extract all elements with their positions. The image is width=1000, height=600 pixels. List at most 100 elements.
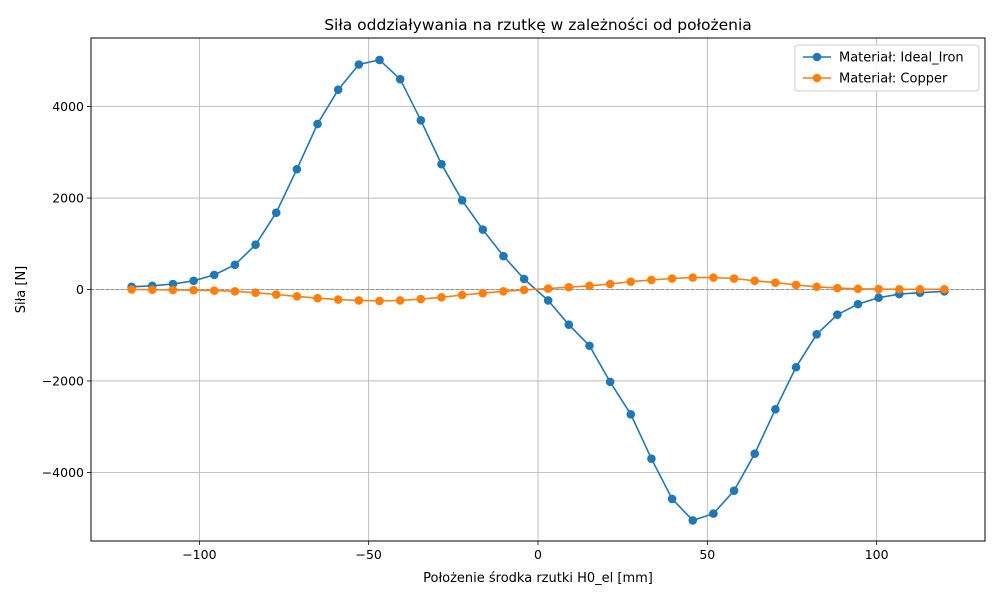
data-point (437, 159, 446, 169)
data-point (771, 278, 780, 287)
data-point (230, 260, 240, 270)
data-point (688, 516, 698, 525)
x-tick-label: −100 (182, 547, 216, 562)
data-point (457, 196, 467, 205)
x-tick-label: 50 (699, 547, 715, 562)
series-line (131, 276, 945, 302)
data-point (564, 282, 574, 292)
series-layer (127, 55, 949, 525)
data-point (519, 274, 529, 284)
data-point (812, 282, 821, 292)
y-tick-label: 0 (76, 282, 84, 297)
legend-label: Materiał: Copper (839, 72, 948, 87)
data-point (333, 295, 343, 304)
legend-box (794, 44, 980, 92)
data-point (667, 494, 677, 504)
data-point (543, 284, 553, 293)
data-point (729, 274, 739, 283)
data-point (354, 60, 364, 69)
legend-label: Materiał: Ideal_Iron (839, 51, 964, 66)
data-point (375, 296, 384, 306)
data-point (874, 284, 883, 294)
data-point (478, 225, 488, 234)
y-axis-label: Siła [N] (14, 266, 29, 314)
legend-marker (812, 73, 822, 83)
data-point (543, 296, 553, 305)
data-point (395, 74, 405, 84)
y-tick-label: −2000 (42, 373, 84, 388)
data-point (437, 292, 446, 302)
axis-ticks: −100 −50 0 50 100 −4000 −2000 0 2000 4000 (42, 99, 889, 562)
data-point (605, 279, 615, 289)
data-point (812, 330, 821, 339)
data-point (791, 280, 801, 290)
data-point (375, 55, 384, 65)
legend: Materiał: Ideal_Iron Materiał: Copper (794, 44, 980, 92)
data-point (647, 275, 656, 285)
data-point (230, 287, 240, 296)
data-point (127, 285, 136, 294)
data-point (729, 486, 739, 496)
data-point (688, 273, 698, 282)
data-point (168, 279, 178, 289)
data-point (292, 164, 302, 174)
chart-title: Siła oddziaływania na rzutkę w zależnośc… (324, 16, 752, 34)
data-point (853, 284, 863, 294)
data-point (915, 284, 925, 294)
x-tick-label: 100 (865, 547, 889, 562)
data-point (478, 288, 488, 298)
data-point (499, 287, 508, 296)
data-point (189, 276, 198, 286)
data-point (647, 454, 656, 463)
data-point (271, 290, 281, 299)
data-point (626, 277, 636, 287)
data-point (833, 283, 842, 293)
data-point (499, 251, 508, 261)
data-point (585, 341, 594, 351)
data-point (313, 119, 322, 129)
x-axis-label: Położenie środka rzutki H0_el [mm] (423, 571, 653, 586)
data-point (168, 285, 178, 295)
data-point (750, 449, 760, 458)
data-point (395, 296, 405, 305)
data-point (251, 288, 260, 298)
data-point (771, 405, 780, 414)
data-point (709, 273, 718, 282)
data-point (209, 270, 219, 280)
data-point (853, 299, 863, 309)
y-tick-label: −4000 (42, 465, 84, 480)
data-point (209, 286, 219, 295)
data-point (416, 116, 426, 125)
legend-marker (812, 52, 822, 62)
x-tick-label: 0 (534, 547, 542, 562)
data-point (564, 320, 574, 330)
data-point (940, 284, 949, 294)
data-point (519, 285, 529, 295)
data-point (271, 208, 281, 217)
x-tick-label: −50 (355, 547, 381, 562)
data-point (292, 292, 302, 301)
data-point (791, 362, 801, 372)
data-point (333, 85, 343, 94)
data-point (667, 274, 677, 283)
data-point (147, 285, 157, 295)
y-tick-label: 2000 (52, 191, 84, 206)
y-tick-label: 4000 (52, 99, 84, 114)
data-point (895, 284, 904, 294)
data-point (189, 285, 198, 295)
series-2 (127, 273, 949, 306)
series-1 (127, 55, 949, 525)
data-point (605, 377, 615, 387)
data-point (354, 296, 364, 305)
data-point (251, 240, 260, 249)
data-point (750, 276, 760, 286)
data-point (626, 410, 636, 419)
data-point (709, 509, 718, 518)
data-point (874, 293, 883, 303)
data-point (313, 293, 322, 303)
data-point (585, 281, 594, 291)
data-point (457, 290, 467, 300)
data-point (833, 310, 842, 319)
data-point (416, 294, 426, 304)
